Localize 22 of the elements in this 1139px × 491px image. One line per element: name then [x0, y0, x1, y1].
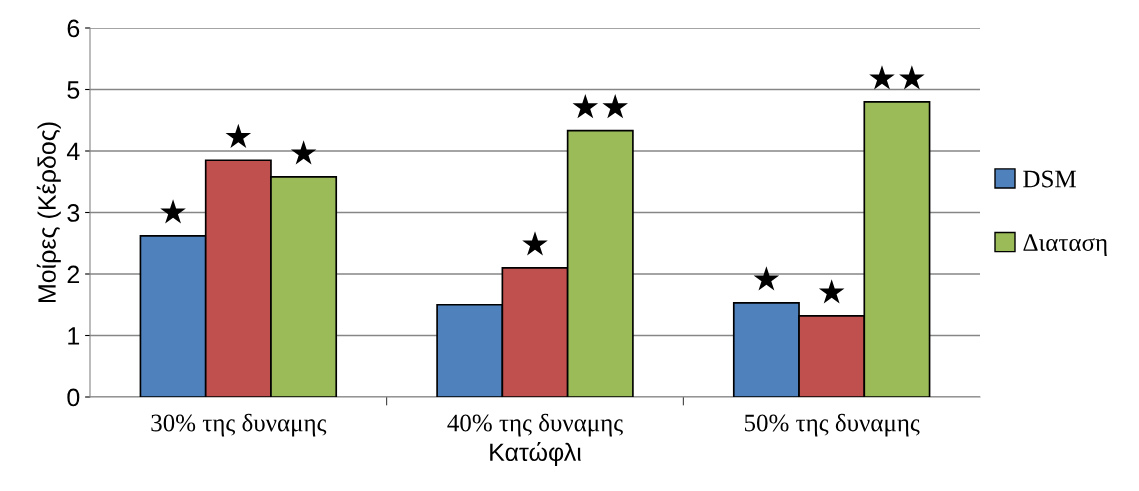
data-label: ★ — [225, 123, 252, 148]
y-tick-label: 5 — [67, 81, 80, 99]
y-tick-label: 3 — [67, 204, 80, 222]
data-label: ★★ — [572, 94, 628, 119]
y-tick-label: 2 — [67, 265, 80, 284]
x-tick-label: 30% της δυναμης — [151, 413, 327, 437]
y-tick-label: 1 — [68, 327, 80, 345]
y-axis-title: Μοίρες (Κέρδος) — [36, 122, 61, 303]
legend-label: Διαταση — [1023, 234, 1107, 257]
data-label: ★ — [818, 279, 845, 304]
data-label: ★ — [753, 266, 780, 291]
legend-label: DSM — [1023, 170, 1076, 188]
data-label: ★ — [290, 140, 317, 165]
y-tick-label: 0 — [67, 388, 80, 407]
data-label: ★ — [522, 231, 548, 256]
x-tick-label: 50% της δυναμης — [744, 413, 920, 437]
y-tick-label: 6 — [67, 19, 80, 38]
data-label: ★★ — [869, 65, 925, 90]
x-tick-label: 40% της δυναμης — [447, 413, 623, 437]
y-tick-label: 4 — [66, 142, 80, 161]
x-axis-title: Κατώφλι — [490, 442, 582, 467]
data-label: ★ — [160, 199, 186, 224]
